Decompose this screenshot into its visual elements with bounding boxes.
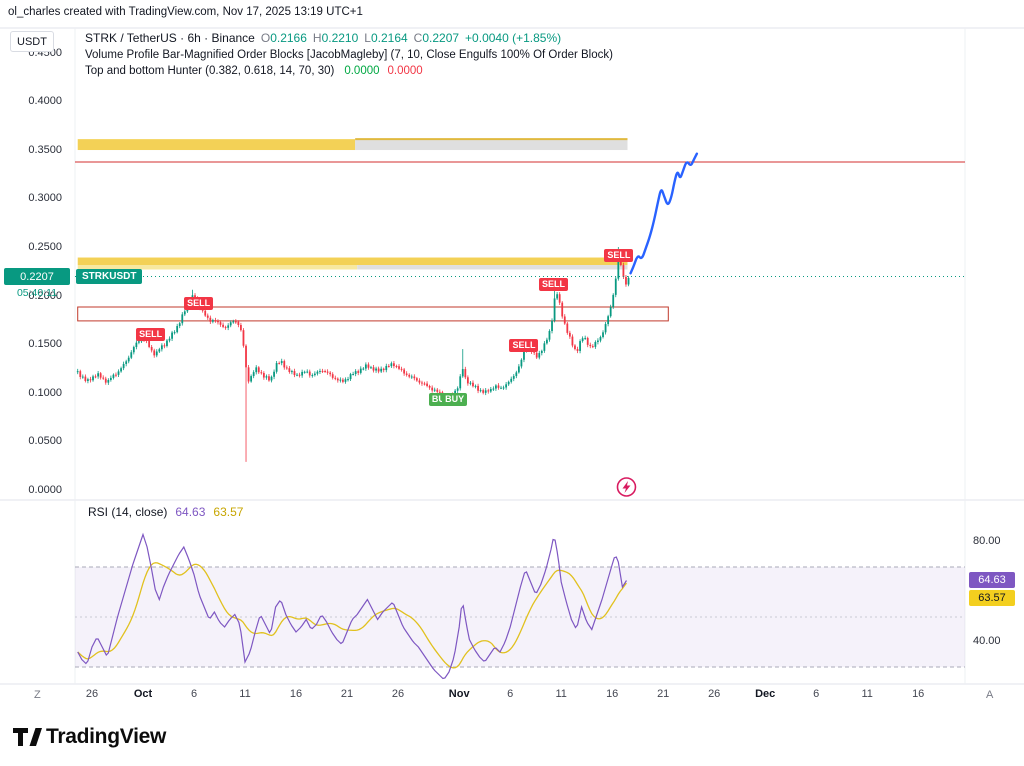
- time-tick-label: Oct: [133, 688, 153, 700]
- rsi-ma-value: 63.57: [213, 505, 244, 519]
- panel-separators: [0, 27, 1024, 685]
- projection-line[interactable]: [629, 152, 699, 275]
- open-value: 0.2166: [270, 31, 307, 45]
- rsi-ma-line[interactable]: [77, 562, 627, 669]
- price-tick-label: 0.4000: [28, 95, 62, 108]
- price-tick-label: 0.0000: [28, 484, 62, 496]
- price-tick-label: 0.3000: [28, 192, 62, 205]
- time-tick-label: Dec: [755, 688, 776, 700]
- time-tick-label: Nov: [448, 688, 470, 700]
- rsi-title[interactable]: RSI (14, close): [88, 505, 168, 519]
- indicator-value-red: 0.0000: [387, 65, 423, 77]
- price-tick-label: 0.3500: [28, 143, 62, 156]
- time-tick-label: 21: [657, 688, 670, 700]
- lightning-icon[interactable]: [616, 477, 637, 497]
- price-axis-currency-button[interactable]: USDT: [10, 31, 54, 52]
- low-value: 0.2164: [370, 31, 408, 45]
- time-tick-label: 11: [239, 688, 251, 700]
- order-block-box[interactable]: [77, 306, 669, 322]
- indicator-legend-top-bottom-hunter[interactable]: Top and bottom Hunter (0.382, 0.618, 14,…: [85, 65, 423, 77]
- time-tick-label: 6: [507, 688, 514, 700]
- attribution-text: ol_charles created with TradingView.com,…: [8, 6, 363, 18]
- bar-countdown: 05:40:11: [16, 287, 58, 299]
- rsi-legend-row[interactable]: RSI (14, close) 64.63 63.57: [88, 505, 243, 519]
- order-block-bands: [77, 138, 628, 270]
- symbol-legend-row[interactable]: STRK / TetherUS · 6h · Binance O0.2166 H0.…: [85, 31, 561, 45]
- time-scale[interactable]: 26 Oct 6 11 16 21 26 Nov 6 11 16 21 26 Dec 6 11 16: [0, 688, 1024, 706]
- tradingview-logo-icon[interactable]: [12, 724, 44, 750]
- high-label: H: [312, 31, 322, 45]
- price-scale[interactable]: 0.4500 0.4000 0.3500 0.3000 0.2500 0.2000 0.15…: [0, 0, 68, 700]
- indicator-value-green: 0.0000: [344, 65, 380, 77]
- change-value: +0.0040 (+1.85%): [465, 31, 562, 45]
- time-tick-label: 16: [912, 688, 925, 700]
- candlestick-series[interactable]: [76, 247, 630, 462]
- indicator-legend-volume-profile[interactable]: Volume Profile Bar-Magnified Order Block…: [85, 49, 613, 61]
- rsi-pane[interactable]: [75, 532, 965, 680]
- time-tick-label: 16: [289, 688, 303, 700]
- rsi-axis-tick-80: 80.00: [973, 535, 1001, 547]
- price-tick-label: 0.2000: [28, 289, 62, 302]
- low-label: L: [364, 31, 371, 45]
- rsi-value-badge: 64.63: [969, 572, 1015, 588]
- time-tick-label: 16: [606, 688, 619, 700]
- current-price-badge: 0.2207: [4, 268, 70, 285]
- time-axis-right-letter: A: [986, 689, 994, 701]
- close-label: C: [413, 31, 423, 45]
- price-tick-label: 0.1500: [28, 338, 62, 351]
- rsi-value: 64.63: [175, 505, 206, 519]
- time-tick-label: 26: [85, 688, 99, 700]
- close-value: 0.2207: [422, 31, 460, 45]
- time-tick-label: 26: [708, 688, 721, 700]
- time-axis-left-letter: Z: [34, 689, 41, 701]
- tradingview-brand-text[interactable]: TradingView: [46, 725, 167, 748]
- time-tick-label: 21: [340, 688, 354, 700]
- rsi-axis-tick-40: 40.00: [973, 635, 1001, 647]
- symbol-price-label: STRKUSDT: [76, 269, 143, 284]
- rsi-line[interactable]: [77, 532, 627, 680]
- rsi-ma-value-badge: 63.57: [969, 590, 1015, 606]
- open-label: O: [260, 31, 271, 45]
- time-tick-label: 6: [813, 688, 820, 700]
- time-tick-label: 11: [861, 688, 873, 700]
- time-tick-label: 6: [190, 688, 198, 700]
- time-tick-label: 11: [555, 688, 567, 700]
- high-value: 0.2210: [321, 31, 359, 45]
- indicator-title[interactable]: Top and bottom Hunter (0.382, 0.618, 14,…: [85, 65, 335, 77]
- time-tick-label: 26: [391, 688, 405, 700]
- symbol-title[interactable]: STRK / TetherUS · 6h · Binance: [85, 31, 255, 45]
- price-tick-label: 0.1000: [28, 386, 62, 399]
- price-tick-label: 0.0500: [28, 435, 62, 448]
- price-tick-label: 0.2500: [28, 241, 62, 253]
